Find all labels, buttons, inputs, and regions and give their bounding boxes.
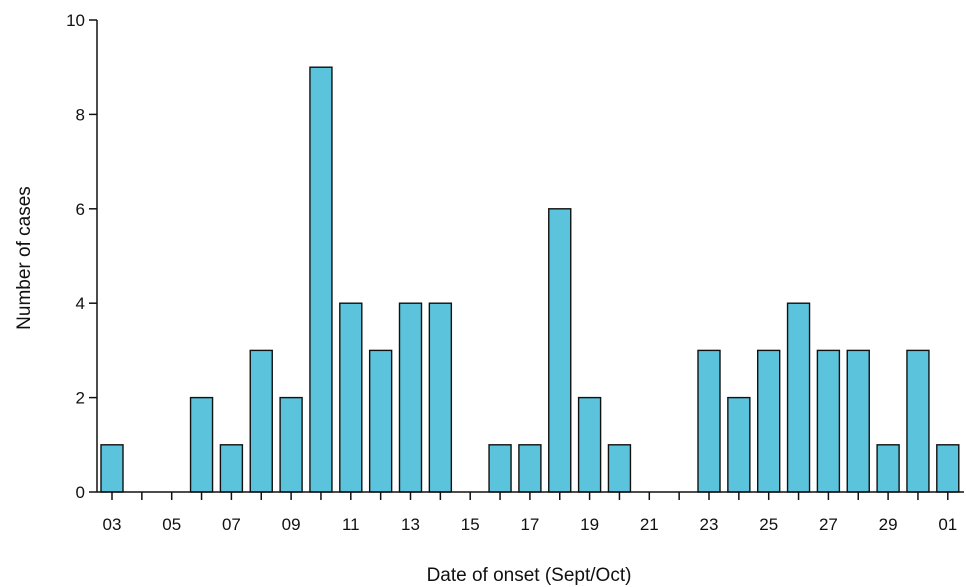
bar-16 (488, 444, 512, 493)
x-tick-label-27: 27 (819, 515, 838, 534)
bar-29 (876, 444, 900, 493)
y-tick-label-8: 8 (76, 105, 85, 124)
bar-07 (219, 444, 244, 493)
bar-14 (428, 302, 453, 493)
bar-27 (816, 349, 841, 493)
y-tick-label-0: 0 (76, 483, 85, 502)
y-tick-label-4: 4 (76, 294, 85, 313)
y-tick-label-10: 10 (66, 11, 85, 30)
bar-03 (100, 444, 124, 493)
bar-19 (577, 396, 602, 493)
x-tick-label-11: 11 (342, 515, 360, 534)
bar-18 (548, 208, 572, 493)
x-tick-label-29: 29 (879, 515, 898, 534)
bar-08 (249, 349, 273, 493)
x-tick-label-07: 07 (222, 515, 241, 534)
bar-12 (368, 349, 393, 493)
bar-13 (398, 302, 423, 493)
bar-11 (339, 302, 363, 493)
x-axis-ticks: 03 05 07 09 11 13 15 17 19 21 23 25 27 29 01 (103, 492, 957, 534)
bar-28 (846, 349, 870, 493)
bar-17 (518, 444, 542, 493)
y-axis-ticks: 0 2 4 6 8 10 (66, 11, 97, 502)
x-tick-label-01: 01 (938, 515, 957, 534)
bar-25 (757, 349, 781, 493)
x-tick-label-05: 05 (162, 515, 181, 534)
bars-group (100, 66, 960, 493)
bar-26 (786, 302, 811, 493)
bar-10 (309, 66, 333, 493)
x-axis-title: Date of onset (Sept/Oct) (427, 565, 632, 586)
x-tick-label-23: 23 (700, 515, 719, 534)
x-tick-label-03: 03 (103, 515, 122, 534)
bar-24 (727, 396, 751, 493)
bar-30 (906, 349, 930, 493)
x-tick-label-19: 19 (580, 515, 599, 534)
x-tick-label-15: 15 (461, 515, 480, 534)
y-tick-label-6: 6 (76, 200, 85, 219)
bar-06 (189, 396, 214, 493)
bar-09 (279, 396, 303, 493)
x-tick-label-17: 17 (520, 515, 539, 534)
x-tick-label-21: 21 (640, 515, 659, 534)
y-tick-label-2: 2 (76, 389, 85, 408)
x-tick-label-13: 13 (401, 515, 420, 534)
bar-23 (697, 349, 721, 493)
x-tick-label-25: 25 (759, 515, 778, 534)
y-axis-title: Number of cases (14, 186, 35, 330)
bar-01 (936, 444, 960, 493)
x-tick-label-09: 09 (282, 515, 301, 534)
bar-20 (607, 444, 632, 493)
